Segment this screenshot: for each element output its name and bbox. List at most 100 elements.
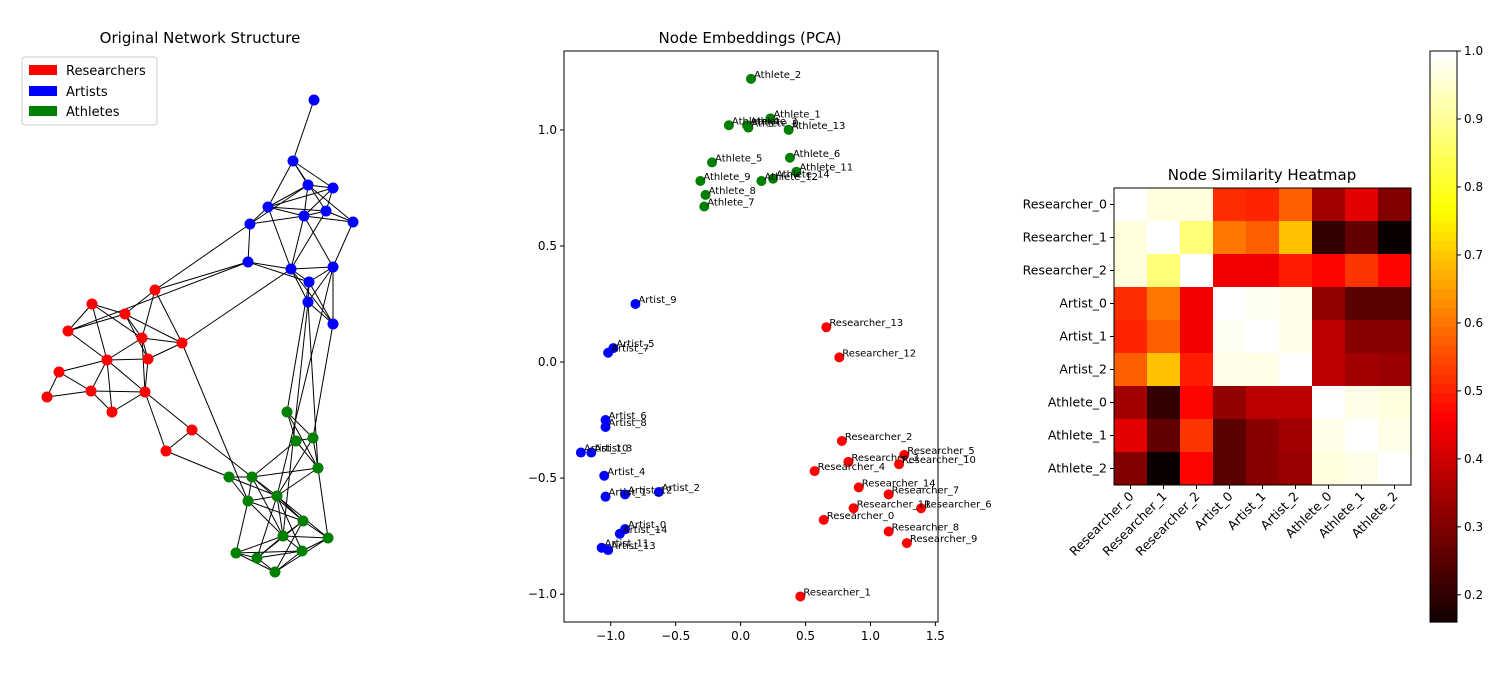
pca-point [784, 152, 795, 163]
network-edge [144, 391, 193, 431]
colorbar-segment [1430, 536, 1457, 547]
heatmap-cell [1312, 188, 1346, 222]
pca-point-label: Researcher_2 [845, 432, 913, 443]
heatmap-cell [1246, 419, 1280, 453]
network-edge [312, 323, 334, 439]
heatmap-cell [1345, 221, 1379, 255]
network-edge [247, 223, 251, 263]
network-edge [276, 495, 303, 552]
colorbar-tick-label: 0.5 [1464, 384, 1483, 398]
network-title: Original Network Structure [100, 29, 301, 47]
network-edge [247, 500, 284, 537]
network-edge [307, 184, 354, 223]
network-edge [144, 358, 149, 393]
network-edge [303, 187, 334, 217]
pca-point [620, 489, 631, 500]
heatmap-cell [1378, 452, 1412, 486]
network-node [303, 276, 315, 288]
pca-point-label: Artist_0 [628, 520, 666, 531]
network-edge [106, 359, 146, 393]
pca-point [836, 435, 847, 446]
pca-point [899, 449, 910, 460]
pca-point [809, 466, 820, 477]
heatmap-cell [1312, 221, 1346, 255]
network-node [186, 424, 198, 436]
network-edge [256, 495, 278, 559]
colorbar-tick-label: 1.0 [1464, 44, 1483, 58]
legend-swatch-athletes [29, 106, 57, 116]
heatmap-cell [1345, 188, 1379, 222]
pca-point-label: Artist_3 [594, 444, 632, 455]
colorbar-segment [1430, 450, 1457, 461]
network-node [223, 471, 235, 483]
heatmap-cell [1345, 419, 1379, 453]
heatmap-cell [1378, 221, 1412, 255]
network-nodes [41, 94, 359, 578]
pca-point [695, 175, 706, 186]
network-edge [165, 429, 193, 452]
network-edge [147, 342, 183, 360]
pca-point [586, 447, 597, 458]
network-edge [67, 330, 108, 361]
network-edge [247, 500, 304, 522]
pca-point-label: Artist_8 [609, 418, 647, 429]
pca-point [834, 352, 845, 363]
colorbar-segment [1430, 479, 1457, 490]
network-edge [276, 266, 334, 497]
pca-point-label: Researcher_7 [892, 485, 960, 496]
network-edge [295, 440, 319, 469]
network-edge [282, 535, 329, 539]
network-node [62, 325, 74, 337]
pca-point-label: Artist_12 [628, 485, 673, 496]
pca-point-label: Researcher_11 [857, 499, 931, 510]
colorbar: 0.2 0.3 0.4 0.5 0.6 0.7 0.8 0.9 1.0 [1429, 44, 1483, 623]
heatmap-cell [1279, 221, 1313, 255]
colorbar-segment [1430, 307, 1457, 319]
network-node [327, 261, 339, 273]
network-edge [124, 313, 149, 360]
network-node [242, 256, 254, 268]
heatmap-cell [1114, 188, 1148, 222]
heatmap-cell [1114, 287, 1148, 321]
network-edge [228, 476, 278, 497]
colorbar-segment [1430, 612, 1457, 623]
pca-point-label: Artist_14 [623, 525, 668, 536]
heatmap-cell [1213, 419, 1247, 453]
heatmap-cell [1213, 353, 1247, 387]
pca-point-label: Athlete_4 [732, 116, 779, 127]
colorbar-tick-label: 0.8 [1464, 180, 1483, 194]
network-edge [235, 500, 249, 554]
pca-point [901, 538, 912, 549]
heatmap-y-label: Artist_2 [1059, 362, 1107, 377]
network-edge [181, 268, 292, 344]
pca-point-label: Athlete_7 [707, 198, 754, 209]
pca-point [599, 470, 610, 481]
network-edge [290, 268, 309, 303]
pca-point [743, 122, 754, 133]
heatmap-cell [1279, 353, 1313, 387]
heatmap-cell [1114, 452, 1148, 486]
network-edge [124, 313, 183, 344]
network-node [142, 353, 154, 365]
heatmap-cell [1279, 188, 1313, 222]
colorbar-segment [1430, 545, 1457, 556]
heatmap-cell [1147, 419, 1181, 453]
heatmap-cell [1180, 452, 1214, 486]
pca-ticks: −1.0 −0.5 0.0 0.5 1.0 1.5 −1.0 −0.5 0.0 0.5 1.0 [528, 123, 945, 643]
pca-point [894, 459, 905, 470]
heatmap-y-label: Athlete_1 [1048, 428, 1107, 443]
colorbar-segment [1430, 231, 1457, 242]
network-edge [290, 215, 305, 270]
colorbar-segment [1430, 269, 1457, 280]
pca-point [848, 503, 859, 514]
colorbar-segment [1430, 60, 1457, 71]
network-node [320, 205, 332, 217]
pca-point [765, 113, 776, 124]
network-node [106, 406, 118, 418]
pca-point [853, 482, 864, 493]
network-node [307, 432, 319, 444]
heatmap-cell [1279, 419, 1313, 453]
network-node [271, 490, 283, 502]
legend-label-artists: Artists [66, 85, 108, 100]
pca-point [821, 322, 832, 333]
